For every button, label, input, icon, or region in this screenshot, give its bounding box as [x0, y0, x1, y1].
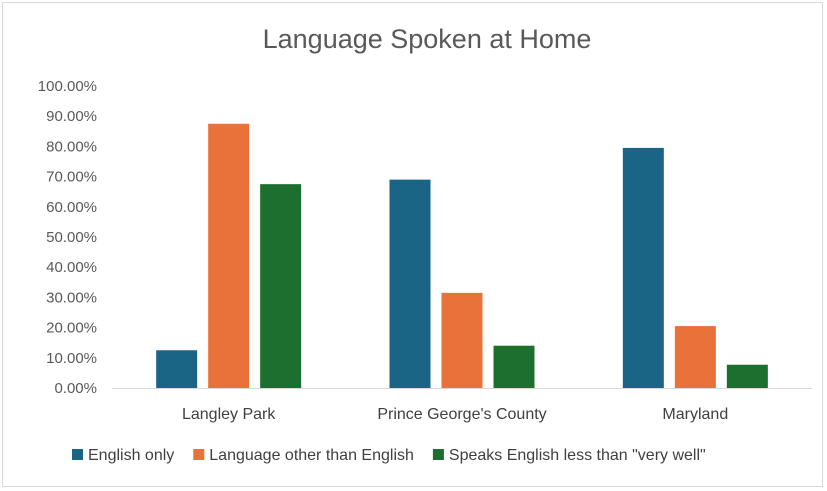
y-tick-label: 20.00%	[46, 320, 97, 337]
bar	[389, 179, 431, 388]
bar	[441, 292, 483, 388]
y-tick-label: 0.00%	[54, 380, 97, 397]
y-tick-label: 10.00%	[46, 350, 97, 367]
legend-label: Language other than English	[209, 447, 414, 464]
bar	[622, 147, 664, 388]
legend-label: English only	[88, 447, 174, 464]
y-tick-label: 50.00%	[46, 229, 97, 246]
x-category-label: Maryland	[662, 406, 728, 423]
x-category-label: Langley Park	[182, 406, 276, 423]
bar	[260, 184, 302, 388]
bar	[156, 350, 198, 388]
y-tick-label: 60.00%	[46, 199, 97, 216]
bar	[674, 326, 716, 388]
x-category-label: Prince George's County	[377, 406, 546, 423]
y-tick-label: 70.00%	[46, 169, 97, 186]
y-tick-label: 90.00%	[46, 108, 97, 125]
legend: English only Language other than English S…	[72, 447, 706, 464]
x-axis-categories: Langley Park Prince George's County Maryla…	[182, 406, 728, 423]
legend-label: Speaks English less than "very well"	[449, 447, 706, 464]
y-axis: 0.00% 10.00% 20.00% 30.00% 40.00% 50.00% 60.00…	[38, 78, 97, 397]
y-tick-label: 40.00%	[46, 259, 97, 276]
y-tick-label: 80.00%	[46, 138, 97, 155]
legend-swatch	[72, 449, 83, 460]
chart-title: Language Spoken at Home	[263, 24, 592, 54]
bar	[208, 123, 250, 388]
legend-swatch	[432, 449, 444, 460]
y-tick-label: 100.00%	[38, 78, 97, 95]
y-tick-label: 30.00%	[46, 289, 97, 306]
bar	[726, 364, 768, 388]
legend-swatch	[193, 449, 205, 460]
bars	[156, 123, 768, 388]
bar	[493, 345, 535, 388]
